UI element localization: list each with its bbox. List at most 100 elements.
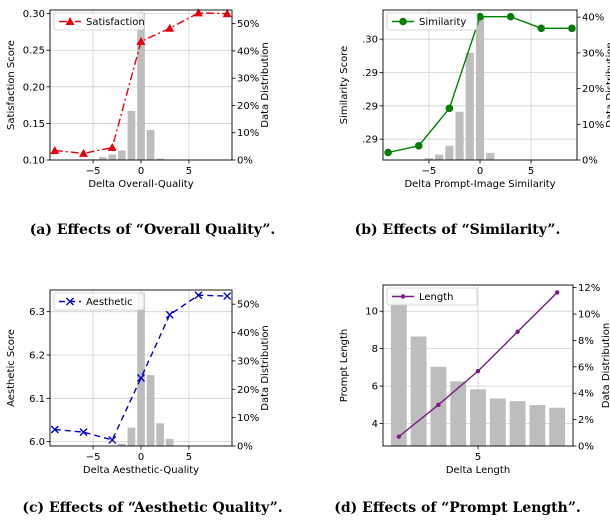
- distribution-bar: [118, 150, 126, 160]
- distribution-bar: [118, 443, 126, 446]
- y-tick-label: 6.3: [29, 307, 45, 318]
- chart-prompt-length: 5 4 6 8 10 0% 2% 4% 6% 8% 10% 12% Delta Length Prompt…: [339, 283, 610, 476]
- y2-tick-label: 10%: [237, 413, 259, 424]
- x-tick-label: 5: [186, 452, 192, 463]
- distribution-bar: [445, 145, 454, 160]
- x-axis-label: Delta Overall-Quality: [88, 179, 193, 190]
- y2-tick-label: 0%: [237, 156, 253, 167]
- data-point: [223, 292, 232, 301]
- distribution-bar: [410, 336, 427, 446]
- chart-panel-prompt-length: 5 4 6 8 10 0% 2% 4% 6% 8% 10% 12% Delta Length Prompt…: [305, 280, 610, 522]
- distribution-bar: [137, 292, 145, 446]
- y2-axis-label: Data Distribution: [260, 42, 271, 127]
- distribution-bar: [108, 154, 117, 160]
- distribution-bar: [529, 405, 546, 446]
- distribution-bar: [127, 427, 136, 446]
- distribution-bar: [470, 389, 486, 446]
- data-point: [79, 428, 88, 437]
- x-tick-label: −5: [422, 166, 437, 177]
- data-point: [165, 310, 174, 319]
- y-tick-label: 8: [372, 344, 378, 355]
- distribution-bar: [98, 157, 107, 160]
- caption-aesthetic-quality: (c) Effects of “Aesthetic Quality”.: [22, 500, 283, 516]
- legend-marker: [66, 297, 74, 306]
- y-tick-label: 6.1: [29, 394, 45, 405]
- y2-tick-label: 20%: [582, 84, 604, 95]
- data-point: [79, 148, 89, 157]
- y-tick-label: 6.0: [29, 437, 45, 448]
- legend-box: [386, 287, 478, 306]
- x-tick-label: 5: [475, 452, 481, 463]
- y2-tick-label: 40%: [237, 328, 259, 339]
- chart-aesthetic-quality: −5 0 5 6.0 6.1 6.2 6.3 0% 10% 20% 30% 40% 50% Delta A…: [6, 289, 271, 476]
- distribution-bar: [127, 110, 136, 160]
- data-point: [475, 368, 481, 374]
- y2-tick-label: 50%: [237, 19, 259, 30]
- data-point: [193, 8, 203, 17]
- y2-tick-label: 10%: [582, 120, 604, 131]
- y2-axis-label: Data Distribution: [605, 42, 610, 127]
- distribution-bar: [156, 423, 164, 446]
- data-point: [136, 36, 146, 45]
- chart-similarity: −5 0 5 .29 .29 .29 .30 0% 10% 20% 30% 40% Delta Prom…: [339, 9, 610, 190]
- y2-tick-label: 4%: [578, 389, 594, 400]
- data-point: [414, 142, 423, 150]
- legend-box: [53, 292, 145, 311]
- distribution-bar: [450, 381, 467, 446]
- y-axis-label: Aesthetic Score: [6, 329, 17, 407]
- data-point: [396, 434, 402, 439]
- x-tick-label: 0: [477, 166, 483, 177]
- data-point: [165, 23, 175, 32]
- y-tick-label: 10: [365, 307, 378, 318]
- y2-tick-label: 40%: [237, 46, 259, 57]
- y-tick-label: 0.25: [23, 46, 45, 57]
- y2-tick-label: 8%: [578, 336, 594, 347]
- distribution-bar: [509, 401, 526, 446]
- data-point: [194, 291, 203, 300]
- y-tick-label: 4: [372, 419, 378, 430]
- caption-prompt-length: (d) Effects of “Prompt Length”.: [334, 500, 581, 516]
- data-point: [568, 24, 576, 33]
- x-axis-label: Delta Prompt-Image Similarity: [404, 179, 555, 190]
- distribution-bar: [165, 438, 174, 446]
- distribution-bar: [475, 17, 485, 161]
- y-axis-label: Satisfaction Score: [6, 40, 17, 130]
- y2-tick-label: 2%: [578, 415, 594, 426]
- distribution-bar: [489, 398, 506, 446]
- distribution-bar: [146, 130, 155, 160]
- y-tick-label: .29: [362, 68, 378, 79]
- legend-marker: [400, 294, 406, 299]
- caption-overall-quality: (a) Effects of “Overall Quality”.: [29, 222, 276, 238]
- x-tick-label: −5: [86, 166, 101, 177]
- x-tick-label: 5: [186, 166, 192, 177]
- y2-tick-label: 30%: [582, 48, 604, 59]
- distribution-bar: [549, 407, 566, 446]
- y2-tick-label: 0%: [578, 442, 594, 453]
- y2-axis-label: Data Distribution: [260, 325, 271, 410]
- data-point: [50, 425, 59, 434]
- data-point: [436, 402, 441, 408]
- legend-box: [386, 12, 478, 31]
- y2-tick-label: 10%: [578, 310, 600, 321]
- data-point: [50, 145, 60, 154]
- y-tick-label: .30: [362, 35, 378, 46]
- data-point: [222, 9, 232, 18]
- x-axis-label: Delta Length: [446, 465, 510, 476]
- chart-overall-quality: −5 0 5 0.10 0.15 0.20 0.25 0.30 0% 10% 20% 30% 40% 50…: [6, 8, 271, 190]
- y-tick-label: 6: [372, 382, 378, 393]
- y-tick-label: 6.2: [29, 351, 45, 362]
- legend-label: Similarity: [419, 17, 466, 28]
- y2-tick-label: 0%: [237, 442, 253, 453]
- chart-panel-overall-quality: −5 0 5 0.10 0.15 0.20 0.25 0.30 0% 10% 20% 30% 40% 50…: [0, 0, 305, 261]
- distribution-bar: [435, 154, 444, 160]
- distribution-bar: [465, 52, 474, 160]
- data-point: [476, 12, 484, 21]
- y2-tick-label: 30%: [237, 356, 259, 367]
- y2-tick-label: 20%: [237, 385, 259, 396]
- x-tick-label: 5: [528, 166, 534, 177]
- legend-box: [53, 12, 145, 31]
- y-tick-label: .29: [362, 135, 378, 146]
- y-tick-label: 0.10: [23, 156, 45, 167]
- data-point: [108, 435, 117, 444]
- data-point: [554, 290, 560, 295]
